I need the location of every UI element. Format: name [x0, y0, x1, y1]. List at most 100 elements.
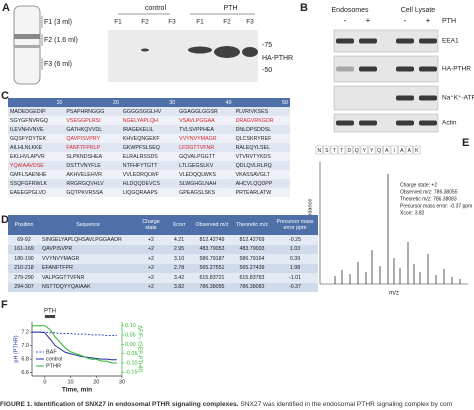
row: 294-307 NSTTDQYYQAIAAK +2 3.82 786.38055 786.…	[8, 282, 318, 292]
y2-axis-label: ΔF/F₀ (SEP-PTHR)	[137, 325, 143, 372]
sequence-cell: DSTTVNYFLE	[66, 162, 101, 169]
legend-label: PTHR	[46, 363, 61, 369]
cell: -0.25	[272, 235, 318, 245]
cell: +2	[136, 282, 166, 292]
sequence-cell: SSQFGFRWLK	[10, 180, 47, 187]
cell: 615.83783	[232, 273, 272, 283]
peptide-table: Position Sequence Charge state Xcorr Observe…	[8, 215, 318, 292]
blot-band	[396, 66, 414, 72]
cell: 3.42	[166, 273, 192, 283]
blot-band	[419, 120, 437, 126]
blot-band	[419, 38, 437, 44]
sequence-cell: PLVRIVKSES	[235, 108, 269, 115]
header-row: 10 20 30 40 50	[8, 98, 290, 107]
row-label: Actin	[442, 120, 457, 127]
caption: FIGURE 1. Identification of SNX27 in end…	[0, 401, 474, 408]
y-tick-label: 6.6	[21, 370, 29, 376]
sequence-cell: VVYNVYMAGR	[177, 134, 234, 143]
residue-box	[413, 145, 421, 155]
y2-tick-label: -0.15	[125, 370, 138, 376]
x-axis-label: Time, min	[62, 387, 92, 394]
row: 161-169 QAVPISVPR +2 2.95 483.79053 483.79003…	[8, 244, 318, 254]
sequence-cell: EKLHVLAPVR	[8, 152, 65, 161]
residue: A	[408, 148, 412, 154]
cell: QAVPISVPR	[40, 244, 136, 254]
cell: VVYNVYMAGR	[40, 254, 136, 264]
treatment-label: PTH	[442, 18, 456, 25]
sequence-cell: NGELYAPLQH	[120, 116, 178, 125]
row: YQAIAAVDSE DSTTVNYFLE NTFHFYTGTT LTLGEGSLKV…	[8, 161, 290, 170]
cell: 180-190	[8, 254, 40, 264]
cell: +2	[136, 235, 166, 245]
sequence-cell: GQTPKVRSSA	[64, 188, 121, 197]
cell: 279-290	[8, 273, 40, 283]
cell: 812.42749	[192, 235, 232, 245]
cell: 294-307	[8, 282, 40, 292]
sequence-cell: SLPKNDSHEA	[64, 152, 121, 161]
sequence-table: 10 20 30 40 50 MADEDGEDIP PSAPHRNGGG GGGGSGGLHV…	[8, 98, 290, 197]
lane-label: -	[404, 16, 407, 25]
panel-letter: B	[300, 2, 308, 14]
sequence-cell: GQSFYDYTEK	[8, 134, 65, 143]
cell: +2	[136, 273, 166, 283]
sequence-cell: PSAPHRNGGG	[66, 108, 105, 115]
sequence-cell: PRTEARLATW	[233, 188, 290, 197]
sequence-cell: GGGGSGGLHV	[122, 108, 162, 115]
blot-band	[419, 66, 437, 72]
fraction-label: F2 (1.6 ml)	[44, 37, 78, 44]
y2-tick-label: -0.05	[125, 351, 138, 357]
sequence-cell: NTFHFYTGTT	[122, 162, 158, 169]
sequence-cell: TVLSVPPHEA	[179, 126, 214, 133]
sequence-cell: EAEEGPGLVD	[8, 188, 65, 197]
sequence-cell: SLWGHGLNAH	[179, 180, 217, 187]
cell: 483.79053	[192, 244, 232, 254]
row: 210-218 EFANFTFPR +2 2.78 565.27551 565.27439…	[8, 263, 318, 273]
cell: 161-169	[8, 244, 40, 254]
tube-band	[14, 45, 40, 48]
cell: 4.21	[166, 235, 192, 245]
sequence-cell: MADEDGEDIP	[10, 108, 46, 115]
residue-box	[323, 145, 331, 155]
cell: -1.01	[272, 273, 318, 283]
header-cell: Sequence	[40, 215, 136, 235]
residue-box	[375, 145, 383, 155]
fraction-label: F1 (3 ml)	[44, 19, 72, 26]
residue-box	[330, 145, 338, 155]
sequence-cell: GGAGGLGGSR	[179, 108, 218, 115]
marker-label: -75	[262, 42, 272, 49]
blot-band	[188, 46, 212, 54]
sequence-cell: ELRALRSSDS	[120, 152, 178, 161]
sequence-cell: AHCVLQQDPP	[235, 180, 273, 187]
sequence-cell: AKHVELEHVR	[64, 170, 121, 179]
panel-letter: A	[2, 2, 10, 14]
residue: A	[385, 148, 389, 154]
series-line	[32, 325, 117, 364]
sequence-cell: VKASSAVGLT	[233, 170, 290, 179]
cell: 565.27439	[232, 263, 272, 273]
row: SGYGFNVRGQ VSEGGPLRSI NGELYAPLQH VSAVLPGGAA…	[8, 116, 290, 125]
lane-label: -	[344, 16, 347, 25]
sequence-cell: VTVRVTYKDS	[233, 152, 290, 161]
blot	[333, 29, 439, 53]
cell: 0.39	[272, 254, 318, 264]
sequence-cell: GQVALPGGTT	[177, 152, 234, 161]
spectrum-info: Observed m/z: 786.38055	[400, 189, 458, 195]
residue: K	[415, 148, 419, 154]
blot-band	[359, 66, 377, 72]
tube-band	[14, 34, 40, 39]
residue: T	[333, 148, 336, 154]
sequence-cell: DNLDPSDDSL	[235, 126, 272, 133]
panel-letter: D	[1, 214, 9, 226]
panel-letter: C	[1, 90, 9, 102]
x-tick-label: 30	[119, 379, 125, 385]
residue-box	[315, 145, 323, 155]
sequence-cell: IRAGEKELIL	[122, 126, 154, 133]
sequence-cell: HLDQQDEVCS	[122, 180, 160, 187]
cell: 586.79164	[232, 254, 272, 264]
sequence-cell: VLEDQQLWKS	[177, 170, 234, 179]
lane-label: F1	[114, 19, 122, 26]
cell: VALPGGTTVFNR	[40, 273, 136, 283]
spectrum-info: Charge state: +2	[400, 182, 437, 188]
cell: SINGELYAPLQHSAVLPGGAADR	[40, 235, 136, 245]
lane-label: +	[426, 16, 431, 25]
